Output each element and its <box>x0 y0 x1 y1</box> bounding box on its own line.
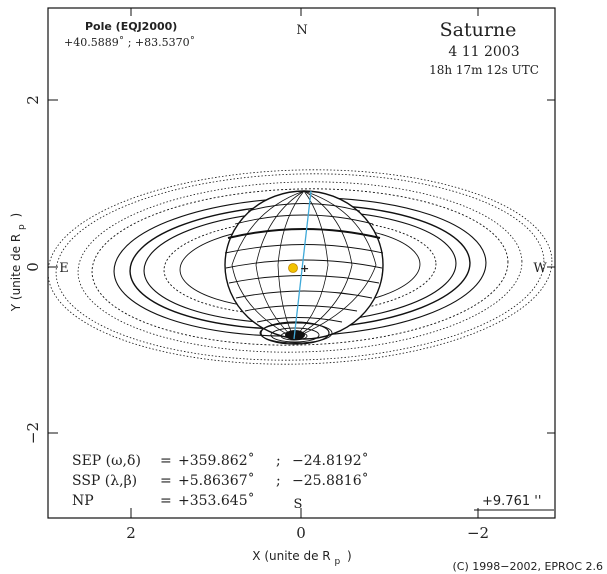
pole-label: Pole (EQJ2000) <box>85 20 177 33</box>
y-tick-label: 2 <box>24 95 42 105</box>
compass-west: W <box>533 261 547 276</box>
compass-east: E <box>59 261 69 276</box>
y-tick-label: 0 <box>24 262 42 272</box>
y-tick-label: −2 <box>24 422 42 444</box>
observation-date: 4 11 2003 <box>448 44 519 60</box>
sep-equals: = <box>160 453 172 469</box>
np-label: NP <box>72 493 94 509</box>
x-tick-label: −2 <box>467 524 489 542</box>
compass-north: N <box>296 23 307 38</box>
copyright: (C) 1998−2002, EPROC 2.6 <box>452 560 603 573</box>
sep-latitude: −24.8192˚ <box>292 452 369 469</box>
y-axis-title: Y (unite de R p ) <box>9 213 27 313</box>
sun-marker <box>288 263 298 273</box>
ssp-latitude: −25.8816˚ <box>292 472 369 489</box>
np-equals: = <box>160 493 172 509</box>
compass-south: S <box>294 497 303 512</box>
planet-globe <box>224 190 384 345</box>
y-ticks <box>48 99 555 434</box>
pole-values: +40.5889˚ ; +83.5370˚ <box>64 36 195 49</box>
ssp-equals: = <box>160 473 172 489</box>
readout-block: SEP (ω,δ) = +359.862˚ ; −24.8192˚ SSP (λ… <box>72 452 369 509</box>
ssp-label: SSP (λ,β) <box>72 473 137 489</box>
x-axis-title: X (unite de R p ) <box>252 549 351 567</box>
sep-longitude: +359.862˚ <box>178 452 255 469</box>
sep-separator: ; <box>276 453 281 469</box>
x-tick-label: 2 <box>126 524 136 542</box>
ssp-separator: ; <box>276 473 281 489</box>
planet-name: Saturne <box>440 19 517 41</box>
x-tick-label: 0 <box>296 524 306 542</box>
ssp-longitude: +5.86367˚ <box>178 472 255 489</box>
sub-earth-marker: + <box>300 262 309 275</box>
observation-time: 18h 17m 12s UTC <box>429 63 539 77</box>
rotation-axis <box>293 190 312 340</box>
np-value: +353.645˚ <box>178 492 255 509</box>
sep-label: SEP (ω,δ) <box>72 453 141 469</box>
scale-value: +9.761 '' <box>482 494 541 509</box>
